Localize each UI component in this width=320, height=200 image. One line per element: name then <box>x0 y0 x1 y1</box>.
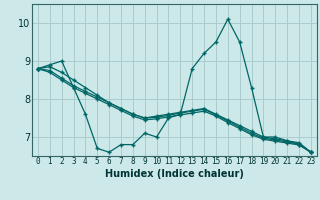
X-axis label: Humidex (Indice chaleur): Humidex (Indice chaleur) <box>105 169 244 179</box>
